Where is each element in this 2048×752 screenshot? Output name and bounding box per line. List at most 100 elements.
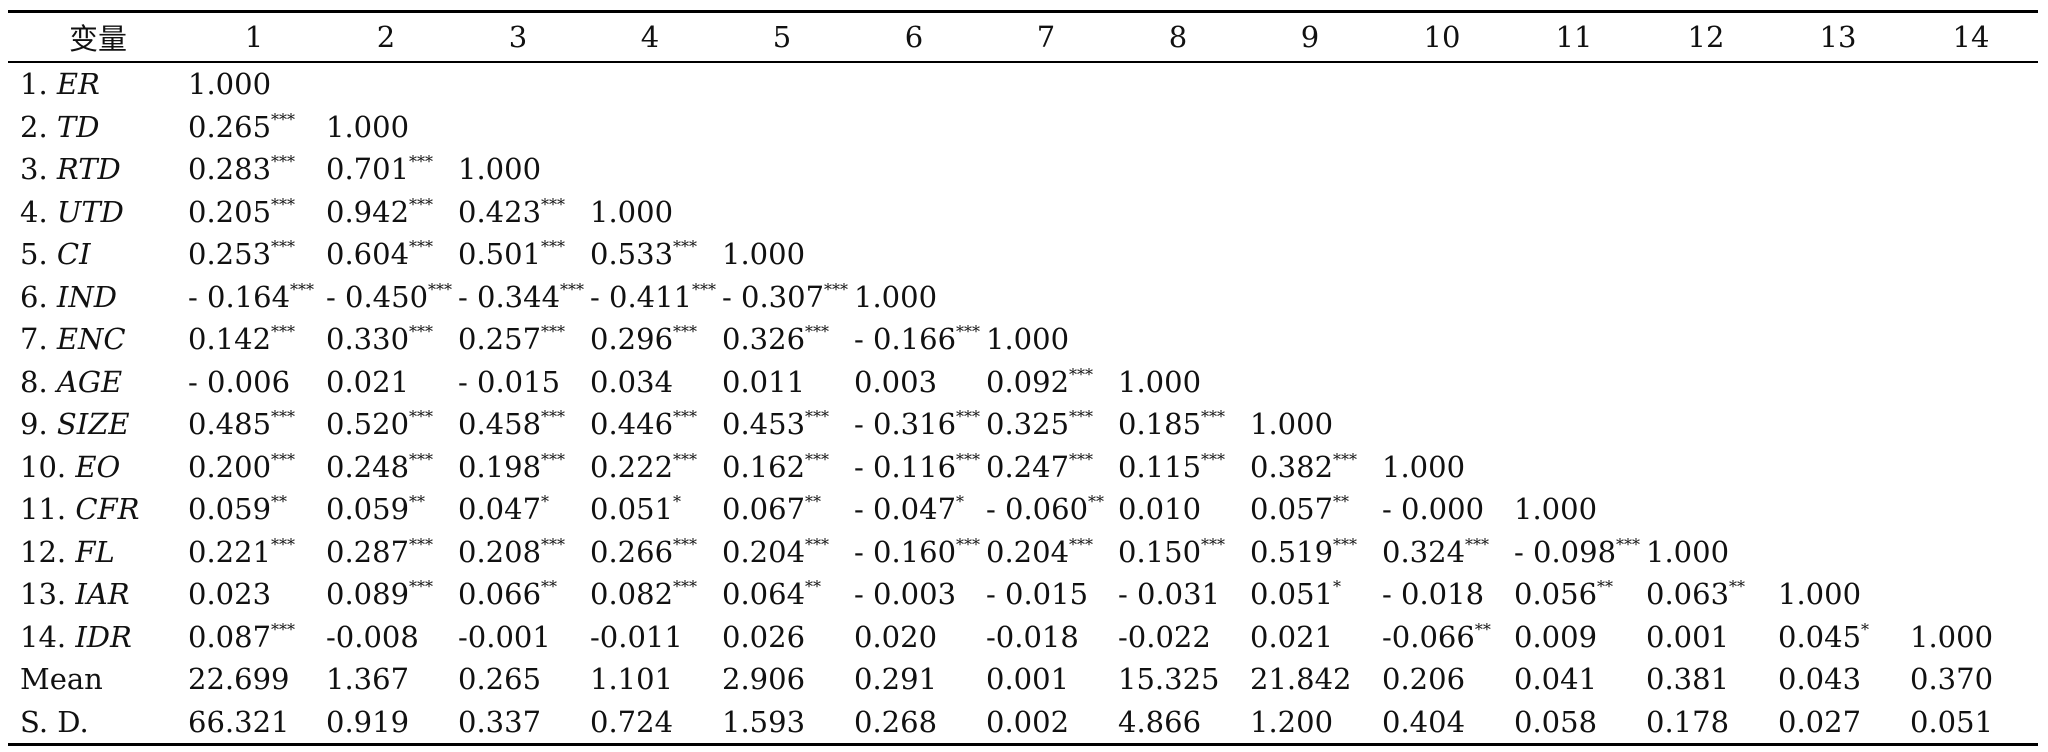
table-cell: 4.866 bbox=[1112, 701, 1244, 745]
row-number: 14. bbox=[20, 619, 67, 654]
cell-value: 0.291 bbox=[854, 662, 938, 697]
cell-value: - 0.307 bbox=[722, 279, 825, 314]
table-cell bbox=[1640, 276, 1772, 319]
table-cell bbox=[716, 106, 848, 149]
table-cell: 0.051 bbox=[1904, 701, 2038, 745]
table-cell bbox=[1376, 148, 1508, 191]
significance-stars: *** bbox=[692, 279, 717, 299]
cell-value: 0.051 bbox=[1910, 704, 1994, 739]
significance-stars: ** bbox=[805, 492, 822, 512]
table-cell: 0.221*** bbox=[188, 531, 320, 574]
table-cell: 15.325 bbox=[1112, 658, 1244, 701]
cell-value: - 0.450 bbox=[326, 279, 429, 314]
significance-stars: *** bbox=[1069, 534, 1094, 554]
column-header-7: 7 bbox=[1036, 20, 1056, 54]
column-header-9: 9 bbox=[1300, 20, 1320, 54]
table-cell bbox=[1904, 531, 2038, 574]
table-cell: 0.257*** bbox=[452, 318, 584, 361]
significance-stars: *** bbox=[673, 449, 698, 469]
significance-stars: *** bbox=[541, 237, 566, 257]
row-variable-label: 14. IDR bbox=[8, 616, 188, 659]
table-cell bbox=[1508, 62, 1640, 106]
cell-value: 0.324 bbox=[1382, 534, 1466, 569]
table-cell: 0.001 bbox=[1640, 616, 1772, 659]
table-cell bbox=[1508, 318, 1640, 361]
table-cell bbox=[1508, 233, 1640, 276]
significance-stars: *** bbox=[673, 534, 698, 554]
cell-value: 0.009 bbox=[1514, 619, 1598, 654]
table-row: 7. ENC 0.142*** 0.330*** 0.257*** 0.296*** 0.… bbox=[8, 318, 2038, 361]
table-cell: 1.000 bbox=[1376, 446, 1508, 489]
table-cell: 0.325*** bbox=[980, 403, 1112, 446]
table-cell: 22.699 bbox=[188, 658, 320, 701]
cell-value: 0.724 bbox=[590, 704, 674, 739]
cell-value: 0.485 bbox=[188, 407, 272, 442]
cell-value: 1.000 bbox=[326, 109, 410, 144]
table-cell: 0.056** bbox=[1508, 573, 1640, 616]
significance-stars: *** bbox=[673, 237, 698, 257]
significance-stars: *** bbox=[1333, 449, 1358, 469]
row-variable-label: 1. ER bbox=[8, 62, 188, 106]
significance-stars: *** bbox=[560, 279, 585, 299]
cell-value: - 0.003 bbox=[854, 577, 957, 612]
cell-value: 1.200 bbox=[1250, 704, 1334, 739]
table-cell: -0.066** bbox=[1376, 616, 1508, 659]
table-cell bbox=[1244, 233, 1376, 276]
cell-value: 0.198 bbox=[458, 449, 542, 484]
cell-value: 0.064 bbox=[722, 577, 806, 612]
table-cell bbox=[1640, 318, 1772, 361]
table-cell bbox=[1772, 531, 1904, 574]
cell-value: 0.247 bbox=[986, 449, 1070, 484]
table-cell: 0.045* bbox=[1772, 616, 1904, 659]
cell-value: 1.593 bbox=[722, 704, 806, 739]
cell-value: 15.325 bbox=[1118, 662, 1220, 697]
cell-value: 1.000 bbox=[1910, 619, 1994, 654]
cell-value: 0.185 bbox=[1118, 407, 1202, 442]
table-cell: - 0.160*** bbox=[848, 531, 980, 574]
row-variable-name: IND bbox=[56, 279, 117, 314]
table-cell: 0.026 bbox=[716, 616, 848, 659]
cell-value: 0.142 bbox=[188, 322, 272, 357]
cell-value: 0.041 bbox=[1514, 662, 1598, 697]
significance-stars: *** bbox=[673, 322, 698, 342]
significance-stars: ** bbox=[805, 577, 822, 597]
cell-value: 0.330 bbox=[326, 322, 410, 357]
table-cell: 0.265*** bbox=[188, 106, 320, 149]
cell-value: - 0.116 bbox=[854, 449, 957, 484]
table-cell bbox=[1640, 446, 1772, 489]
cell-value: 0.283 bbox=[188, 152, 272, 187]
table-cell: 0.142*** bbox=[188, 318, 320, 361]
row-number: 7. bbox=[20, 322, 48, 357]
table-cell: 0.324*** bbox=[1376, 531, 1508, 574]
table-cell: 0.051* bbox=[584, 488, 716, 531]
row-variable-name: CFR bbox=[75, 492, 140, 527]
table-cell: 0.043 bbox=[1772, 658, 1904, 701]
cell-value: 0.020 bbox=[854, 619, 938, 654]
cell-value: 66.321 bbox=[188, 704, 290, 739]
row-number: 11. bbox=[20, 492, 67, 527]
cell-value: 1.000 bbox=[722, 237, 806, 272]
cell-value: - 0.015 bbox=[986, 577, 1089, 612]
table-cell bbox=[320, 62, 452, 106]
row-variable-name: S. D. bbox=[20, 704, 89, 739]
row-number: 6. bbox=[20, 279, 48, 314]
table-body: 1. ER 1.000 2. TD 0.265*** 1.000 3. RTD 0.283*… bbox=[8, 62, 2038, 745]
cell-value: 0.021 bbox=[326, 364, 410, 399]
column-header-4: 4 bbox=[640, 20, 660, 54]
cell-value: 0.519 bbox=[1250, 534, 1334, 569]
table-cell bbox=[1244, 148, 1376, 191]
cell-value: 0.001 bbox=[986, 662, 1070, 697]
cell-value: -0.018 bbox=[986, 619, 1079, 654]
significance-stars: *** bbox=[409, 407, 434, 427]
table-cell bbox=[1640, 488, 1772, 531]
correlation-table-container: 变量 1 2 3 4 5 6 7 8 9 10 11 12 13 14 1. ER 1.000 2. TD 0.2… bbox=[8, 10, 2038, 746]
table-cell bbox=[1904, 62, 2038, 106]
significance-stars: * bbox=[1861, 619, 1870, 639]
table-cell bbox=[1508, 403, 1640, 446]
table-cell: - 0.015 bbox=[980, 573, 1112, 616]
significance-stars: *** bbox=[541, 194, 566, 214]
cell-value: 0.150 bbox=[1118, 534, 1202, 569]
row-variable-label: 10. EO bbox=[8, 446, 188, 489]
table-cell: 0.701*** bbox=[320, 148, 452, 191]
table-cell: - 0.116*** bbox=[848, 446, 980, 489]
